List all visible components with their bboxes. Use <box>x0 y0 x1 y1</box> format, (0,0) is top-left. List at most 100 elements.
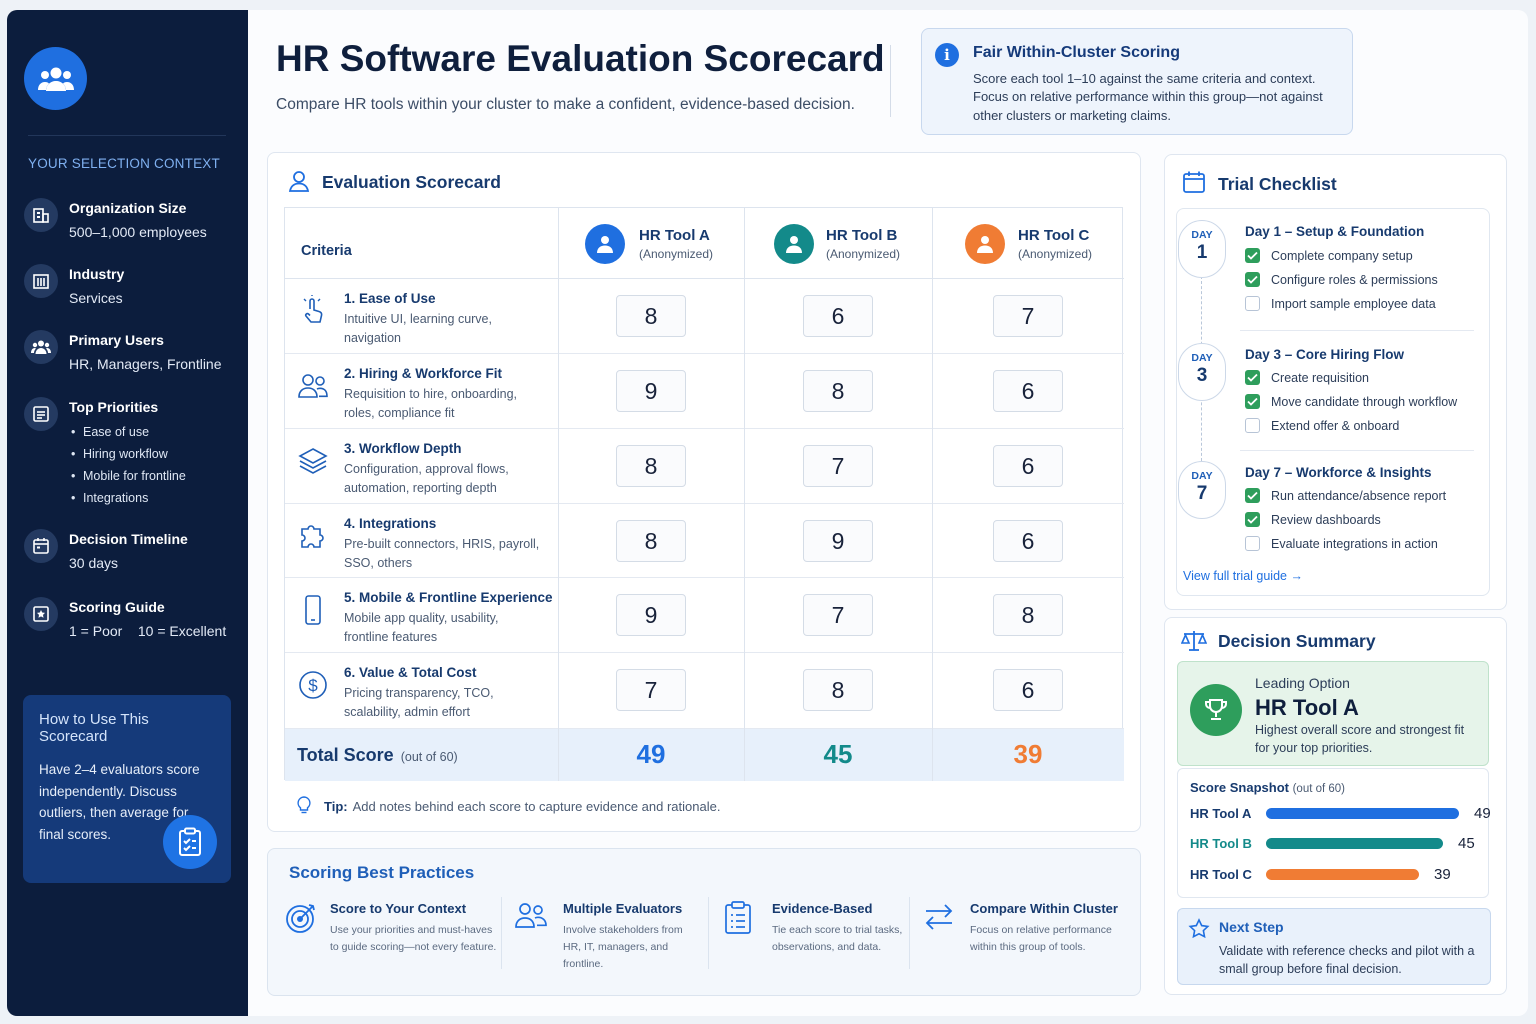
checkbox-unchecked-icon[interactable] <box>1245 296 1260 311</box>
checklist-item[interactable]: Extend offer & onboard <box>1245 418 1399 433</box>
score-input[interactable]: 6 <box>993 445 1063 487</box>
checkbox-unchecked-icon[interactable] <box>1245 418 1260 433</box>
checklist-item[interactable]: Move candidate through workflow <box>1245 394 1457 409</box>
checkbox-checked-icon[interactable] <box>1245 488 1260 503</box>
checklist-text: Complete company setup <box>1271 248 1413 263</box>
checklist-text: Review dashboards <box>1271 512 1381 527</box>
info-title: Fair Within-Cluster Scoring <box>973 44 1180 61</box>
day-badge: DAY 1 <box>1178 220 1226 278</box>
checkbox-checked-icon[interactable] <box>1245 248 1260 263</box>
score-input[interactable]: 7 <box>993 295 1063 337</box>
score-input[interactable]: 6 <box>803 295 873 337</box>
tool-a-header: HR Tool A (Anonymized) <box>585 224 713 264</box>
checklist-item[interactable]: Complete company setup <box>1245 248 1413 263</box>
phone-icon <box>305 595 321 625</box>
bp-divider <box>909 897 910 969</box>
score-input[interactable]: 8 <box>803 669 873 711</box>
column-divider <box>932 208 933 781</box>
day-title: Day 7 – Workforce & Insights <box>1245 465 1432 480</box>
best-practice-item: Evidence-Based Tie each score to trial ta… <box>723 901 907 956</box>
score-input[interactable]: 9 <box>616 370 686 412</box>
best-practice-item: Compare Within Cluster Focus on relative … <box>923 901 1120 956</box>
snapshot-title-text: Score Snapshot <box>1190 780 1289 795</box>
criteria-header: Criteria <box>301 243 352 259</box>
score-input[interactable]: 8 <box>993 594 1063 636</box>
checkbox-checked-icon[interactable] <box>1245 512 1260 527</box>
column-divider <box>744 208 745 781</box>
tip-label: Tip: <box>324 798 348 814</box>
criterion-name: 4. Integrations <box>344 516 437 531</box>
table-header: Criteria HR Tool A (Anonymized) HR Tool B… <box>285 208 1124 279</box>
context-industry: Industry Services <box>24 264 124 306</box>
calendar-icon <box>24 529 58 563</box>
calendar-icon <box>1183 171 1205 193</box>
page-title: HR Software Evaluation Scorecard <box>276 38 885 79</box>
checkbox-unchecked-icon[interactable] <box>1245 536 1260 551</box>
evaluators-icon <box>515 903 547 928</box>
tool-b-header: HR Tool B (Anonymized) <box>774 224 900 264</box>
checklist-item[interactable]: Configure roles & permissions <box>1245 272 1438 287</box>
score-input[interactable]: 6 <box>993 520 1063 562</box>
priority-item: Mobile for frontline <box>69 465 186 487</box>
building-icon <box>24 198 58 232</box>
score-input[interactable]: 9 <box>616 594 686 636</box>
day-title: Day 1 – Setup & Foundation <box>1245 224 1425 239</box>
target-icon <box>286 904 315 933</box>
checklist-item[interactable]: Review dashboards <box>1245 512 1381 527</box>
tool-name: HR Tool B <box>826 227 898 244</box>
snapshot-title: Score Snapshot (out of 60) <box>1190 780 1345 795</box>
lightbulb-icon <box>297 796 311 814</box>
scorecard-card <box>267 152 1141 832</box>
day-divider <box>1240 450 1474 451</box>
person-outline-icon <box>288 171 310 192</box>
checklist-item[interactable]: Evaluate integrations in action <box>1245 536 1438 551</box>
score-input[interactable]: 8 <box>616 445 686 487</box>
bp-desc: Involve stakeholders from HR, IT, manage… <box>563 924 683 970</box>
table-row: 1. Ease of Use Intuitive UI, learning cu… <box>285 279 1124 354</box>
best-practices-card: Scoring Best Practices Score to Your Con… <box>267 848 1141 996</box>
score-input[interactable]: 8 <box>803 370 873 412</box>
score-input[interactable]: 7 <box>803 445 873 487</box>
score-input[interactable]: 6 <box>993 669 1063 711</box>
view-trial-guide-link[interactable]: View full trial guide → <box>1183 569 1303 583</box>
bp-desc: Use your priorities and must-haves to gu… <box>330 924 497 953</box>
criterion-desc: Pricing transparency, TCO, scalability, … <box>344 686 494 719</box>
bp-title: Score to Your Context <box>330 901 467 916</box>
criterion-name: 5. Mobile & Frontline Experience <box>344 590 553 605</box>
bp-title: Compare Within Cluster <box>970 901 1118 916</box>
score-input[interactable]: 8 <box>616 520 686 562</box>
snapshot-value: 39 <box>1434 866 1451 883</box>
leading-desc: Highest overall score and strongest fit … <box>1255 723 1465 755</box>
clipboard-check-icon[interactable] <box>163 815 217 869</box>
decision-summary-title: Decision Summary <box>1218 631 1376 651</box>
criterion-desc: Configuration, approval flows, automatio… <box>344 462 509 495</box>
day-title: Day 3 – Core Hiring Flow <box>1245 347 1405 362</box>
criterion-name: 1. Ease of Use <box>344 291 436 306</box>
best-practice-item: Multiple Evaluators Involve stakeholders … <box>514 901 703 973</box>
context-value: 1 = Poor 10 = Excellent <box>69 623 227 639</box>
context-label: Primary Users <box>69 332 164 348</box>
sidebar-divider <box>28 135 226 136</box>
trophy-icon <box>1190 684 1242 736</box>
checkbox-checked-icon[interactable] <box>1245 394 1260 409</box>
score-input[interactable]: 7 <box>616 669 686 711</box>
checklist-item[interactable]: Create requisition <box>1245 370 1369 385</box>
total-score-c: 39 <box>1013 739 1043 769</box>
industry-icon <box>24 264 58 298</box>
trial-checklist-title: Trial Checklist <box>1218 174 1337 194</box>
checkbox-checked-icon[interactable] <box>1245 370 1260 385</box>
score-input[interactable]: 9 <box>803 520 873 562</box>
tool-c-header: HR Tool C (Anonymized) <box>965 224 1092 264</box>
day-number: 3 <box>1196 365 1208 386</box>
checklist-text: Create requisition <box>1271 370 1369 385</box>
table-row: 4. Integrations Pre-built connectors, HR… <box>285 504 1124 578</box>
score-input[interactable]: 7 <box>803 594 873 636</box>
checklist-item[interactable]: Run attendance/absence report <box>1245 488 1446 503</box>
score-input[interactable]: 8 <box>616 295 686 337</box>
leading-option: Leading Option HR Tool A Highest overall… <box>1177 661 1489 766</box>
checklist-item[interactable]: Import sample employee data <box>1245 296 1436 311</box>
checkbox-checked-icon[interactable] <box>1245 272 1260 287</box>
day-badge: DAY 3 <box>1178 343 1226 401</box>
score-input[interactable]: 6 <box>993 370 1063 412</box>
users-icon <box>24 330 58 364</box>
